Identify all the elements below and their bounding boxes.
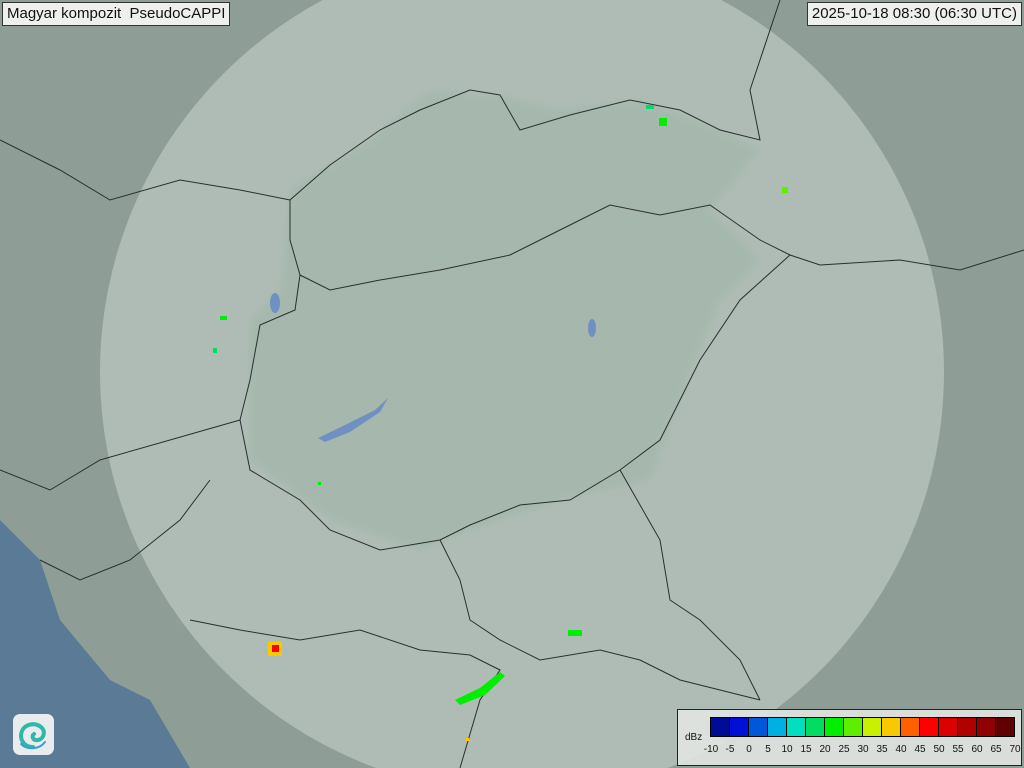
legend-swatch xyxy=(825,718,844,736)
map-title: Magyar kompozit PseudoCAPPI xyxy=(2,2,231,26)
timestamp: 2025-10-18 08:30 (06:30 UTC) xyxy=(806,2,1022,26)
legend-swatch xyxy=(730,718,749,736)
echo xyxy=(646,105,654,109)
echo xyxy=(220,316,227,320)
dbz-legend: dBz -10 -5 0 5 10 15 20 25 30 35 40 45 50 55 60 65 70 xyxy=(677,709,1022,766)
legend-swatch xyxy=(882,718,901,736)
legend-tick-label: 55 xyxy=(952,744,964,755)
echo xyxy=(782,187,788,193)
legend-swatch xyxy=(977,718,996,736)
legend-tick-label: -5 xyxy=(725,744,735,755)
lake-tisza xyxy=(588,319,596,337)
legend-tick-label: 50 xyxy=(933,744,945,755)
echo xyxy=(455,672,505,705)
echo xyxy=(318,482,321,485)
legend-swatch xyxy=(901,718,920,736)
legend-tick-label: 15 xyxy=(800,744,812,755)
echo xyxy=(659,118,667,126)
legend-tick-label: 60 xyxy=(971,744,983,755)
legend-swatch xyxy=(806,718,825,736)
swirl-logo-icon xyxy=(13,714,54,755)
legend-swatch xyxy=(711,718,730,736)
legend-tick-label: 10 xyxy=(781,744,793,755)
legend-swatch xyxy=(958,718,977,736)
legend-swatch xyxy=(749,718,768,736)
legend-swatch xyxy=(768,718,787,736)
legend-swatch xyxy=(787,718,806,736)
radar-echoes xyxy=(213,105,788,741)
legend-tick-label: 25 xyxy=(838,744,850,755)
echo xyxy=(568,630,582,636)
hungary-lowland xyxy=(250,90,760,550)
legend-swatch xyxy=(996,718,1014,736)
legend-tick-label: 20 xyxy=(819,744,831,755)
echo xyxy=(466,738,469,741)
legend-swatch xyxy=(863,718,882,736)
legend-tick-label: 40 xyxy=(895,744,907,755)
legend-swatch xyxy=(920,718,939,736)
legend-tick-label: 35 xyxy=(876,744,888,755)
legend-ticks: -10 -5 0 5 10 15 20 25 30 35 40 45 50 55 60 65 70 xyxy=(702,744,1022,758)
legend-tick-label: 70 xyxy=(1009,744,1021,755)
lake-neusiedl xyxy=(270,293,280,313)
legend-tick-label: 45 xyxy=(914,744,926,755)
legend-unit: dBz xyxy=(685,732,703,743)
echo xyxy=(272,645,279,652)
legend-tick-label: 5 xyxy=(765,744,771,755)
echo xyxy=(213,348,217,353)
legend-tick-label: -10 xyxy=(703,744,719,755)
legend-tick-label: 0 xyxy=(746,744,752,755)
legend-tick-label: 65 xyxy=(990,744,1002,755)
legend-tick-label: 30 xyxy=(857,744,869,755)
legend-swatch xyxy=(844,718,863,736)
lakes xyxy=(270,293,596,442)
color-scale xyxy=(710,717,1015,737)
adriatic-sea xyxy=(0,520,190,768)
legend-swatch xyxy=(939,718,958,736)
lake-balaton xyxy=(318,398,388,442)
